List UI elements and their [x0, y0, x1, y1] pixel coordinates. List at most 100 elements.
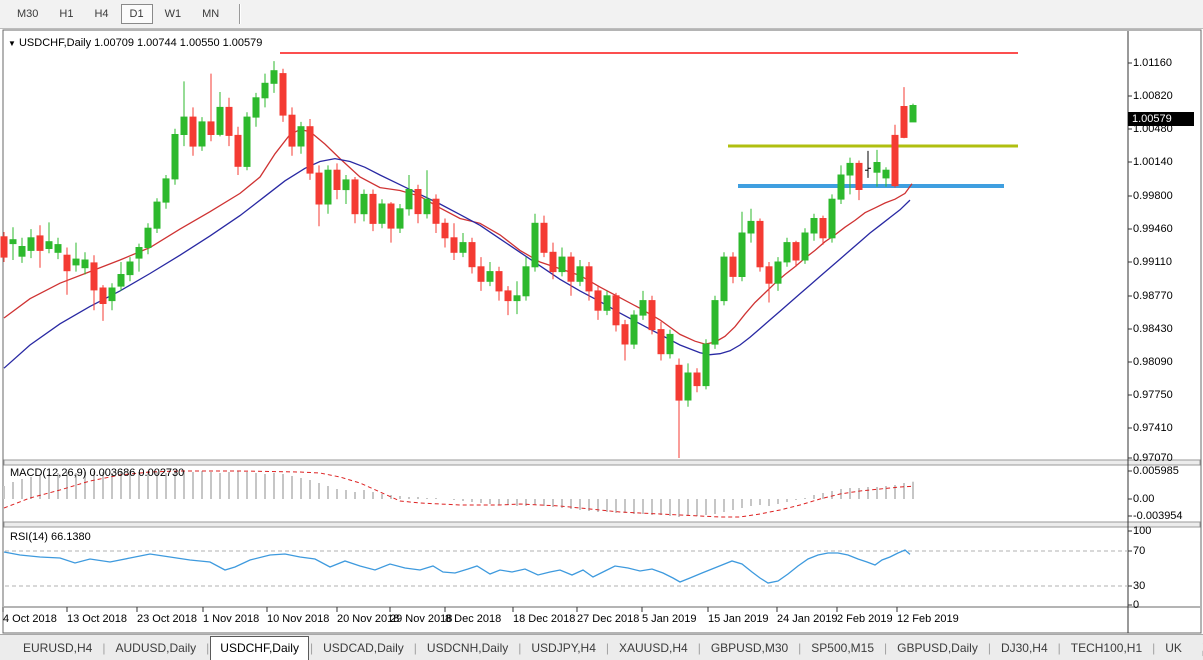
candle	[342, 179, 350, 191]
candle	[792, 242, 800, 261]
timeframe-buttons: M30 H1 H4 D1 W1 MN	[8, 4, 231, 24]
macd-signal-line	[3, 470, 914, 518]
candle	[108, 287, 116, 302]
candle	[630, 314, 638, 345]
chart-tab-bar: EURUSD,H4 | AUDUSD,Daily | USDCHF,Daily | USDC…	[0, 634, 1203, 660]
candle	[522, 266, 530, 297]
timeframe-button-d1[interactable]: D1	[120, 4, 153, 24]
candle	[126, 261, 134, 276]
candle	[216, 106, 224, 135]
candle	[297, 126, 305, 147]
timeframe-button-m30[interactable]: M30	[17, 8, 39, 20]
candle	[396, 208, 404, 229]
macd-pane-splitter[interactable]	[3, 459, 1201, 466]
candle	[288, 114, 296, 147]
candle	[891, 134, 899, 187]
tab-separator: |	[309, 640, 314, 655]
candle	[531, 222, 539, 268]
candle	[495, 271, 503, 292]
candle	[882, 169, 890, 179]
tab-tech100-h1[interactable]: TECH100,H1	[1070, 641, 1143, 655]
candle	[387, 203, 395, 229]
candle	[666, 333, 674, 355]
tab-gbpusd-m30[interactable]: GBPUSD,M30	[710, 641, 789, 655]
tab-eurusd-h4[interactable]: EURUSD,H4	[23, 641, 93, 655]
candle	[225, 106, 233, 136]
candle	[234, 134, 242, 167]
candle	[801, 232, 809, 261]
tab-separator: |	[605, 640, 609, 655]
rsi-line	[3, 549, 911, 584]
tab-usdjpy-h4[interactable]: USDJPY,H4	[531, 641, 596, 655]
candle	[711, 300, 719, 345]
tab-xauusd-h4[interactable]: XAUUSD,H4	[619, 641, 688, 655]
candle	[729, 256, 737, 277]
candle	[567, 256, 575, 282]
tab-usdchf-daily[interactable]: USDCHF,Daily	[210, 636, 309, 660]
candle	[261, 82, 269, 99]
tab-gbpusd-daily[interactable]: GBPUSD,Daily	[897, 641, 978, 655]
candle	[828, 198, 836, 239]
tab-scroll-arrows-icon[interactable]: ◄ ►	[1201, 638, 1203, 658]
rsi-pane-splitter[interactable]	[3, 521, 1201, 528]
tab-uk[interactable]: UK	[1165, 641, 1182, 655]
candle	[720, 256, 728, 302]
candle	[315, 172, 323, 205]
candle	[243, 116, 251, 167]
candle	[765, 266, 773, 284]
candle	[549, 251, 557, 273]
candle	[351, 179, 359, 215]
candle	[909, 105, 917, 123]
candle	[405, 189, 413, 210]
candle	[693, 372, 701, 387]
candle	[612, 295, 620, 326]
candle	[432, 198, 440, 224]
candle	[306, 126, 314, 174]
candle	[180, 116, 188, 135]
candle	[846, 162, 854, 176]
candle	[450, 237, 458, 253]
tab-separator: |	[798, 640, 802, 655]
candle	[459, 242, 467, 253]
candle	[117, 274, 125, 287]
tab-sp500-m15[interactable]: SP500,M15	[811, 641, 875, 655]
candle	[675, 364, 683, 401]
timeframe-button-mn[interactable]: MN	[202, 8, 220, 20]
timeframe-button-w1[interactable]: W1	[164, 8, 182, 20]
toolbar-separator	[239, 4, 242, 24]
candle	[18, 246, 26, 257]
candle	[171, 134, 179, 180]
candle	[198, 121, 206, 147]
tab-separator: |	[206, 640, 210, 655]
candle	[153, 201, 161, 229]
timeframe-button-h1[interactable]: H1	[59, 8, 74, 20]
tab-separator: |	[697, 640, 701, 655]
timeframe-button-h4[interactable]: H4	[94, 8, 109, 20]
candle	[477, 266, 485, 282]
candle	[702, 343, 710, 387]
candle	[72, 258, 80, 266]
candle	[603, 295, 611, 311]
tab-separator: |	[102, 640, 106, 655]
candle	[783, 242, 791, 263]
candle	[837, 174, 845, 200]
candle	[639, 300, 647, 316]
candle	[900, 106, 908, 138]
candle	[99, 287, 107, 304]
candle	[0, 236, 8, 258]
candle	[738, 232, 746, 277]
candle	[27, 237, 35, 251]
candle	[333, 169, 341, 190]
tab-audusd-daily[interactable]: AUDUSD,Daily	[115, 641, 197, 655]
candle	[684, 372, 692, 401]
candle	[585, 266, 593, 292]
tab-usdcad-daily[interactable]: USDCAD,Daily	[323, 641, 404, 655]
candle	[189, 116, 197, 147]
candle	[558, 256, 566, 273]
tab-separator: |	[987, 640, 991, 655]
candle	[648, 300, 656, 331]
tab-dj30-h4[interactable]: DJ30,H4	[1000, 641, 1048, 655]
candle	[441, 222, 449, 239]
tab-usdcnh-daily[interactable]: USDCNH,Daily	[426, 641, 509, 655]
